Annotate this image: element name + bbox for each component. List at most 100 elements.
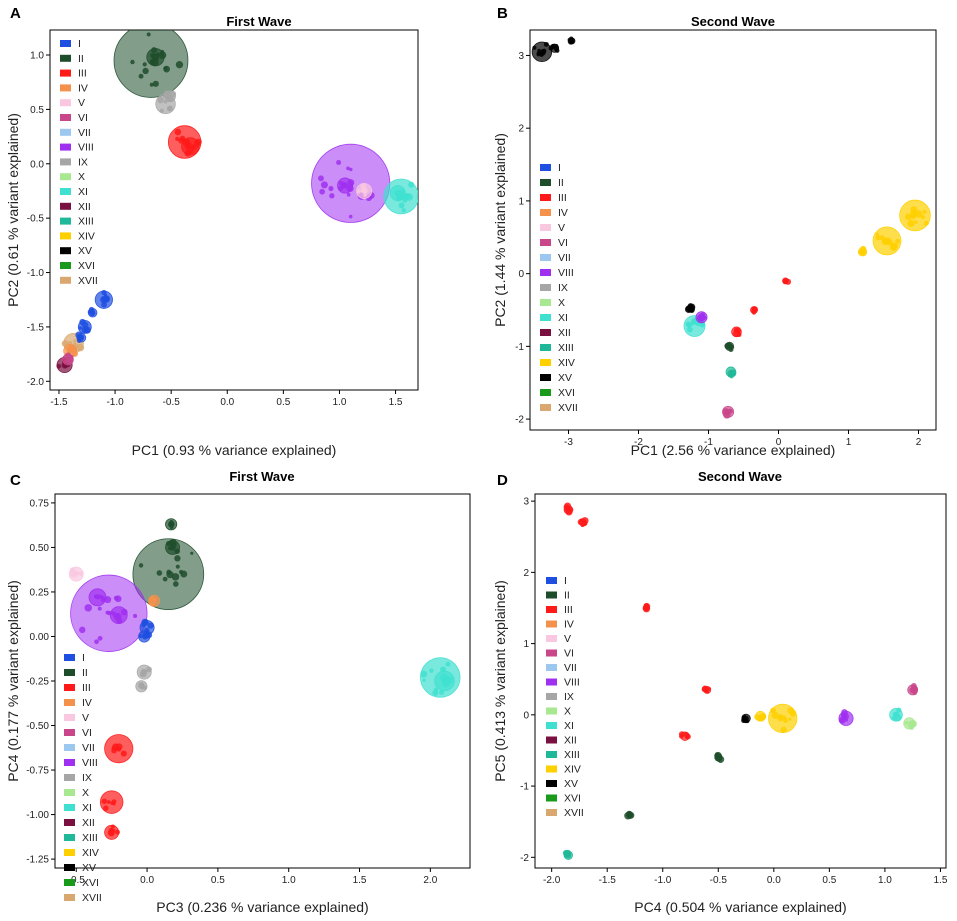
x-tick-label: -0.5 <box>163 397 181 408</box>
y-tick-label: -2 <box>520 853 529 864</box>
y-tick-label: 0 <box>518 269 524 280</box>
legend-swatch-vii <box>540 254 551 261</box>
legend-swatch-xii <box>546 736 557 744</box>
legend-swatch-viii <box>64 759 75 766</box>
data-point-x <box>909 725 914 730</box>
chart-title: First Wave <box>226 14 291 29</box>
legend-label: IX <box>78 156 88 168</box>
data-point-ii <box>138 563 144 568</box>
data-point-iii <box>110 801 114 805</box>
x-axis-label: PC3 (0.236 % variance explained) <box>156 899 368 915</box>
data-point-xv <box>532 45 537 50</box>
legend-label: X <box>564 706 571 718</box>
legend-swatch-xii <box>60 202 71 210</box>
x-tick-label: -2.0 <box>543 875 561 886</box>
y-tick-label: -0.25 <box>26 677 49 688</box>
legend-swatch-iii <box>546 606 557 613</box>
legend-label: II <box>558 177 564 189</box>
data-point-ii <box>170 521 174 526</box>
data-point-viii <box>97 606 102 611</box>
chart-title: Second Wave <box>698 469 782 484</box>
y-tick-label: 0 <box>523 710 529 721</box>
legend-label: IV <box>558 207 568 219</box>
legend-label: XVI <box>558 387 575 399</box>
panel-letter: C <box>10 472 21 489</box>
y-tick-label: 0.75 <box>30 498 50 509</box>
x-tick-label: -1.5 <box>50 397 68 408</box>
legend-swatch-iv <box>64 699 75 706</box>
data-point-ii <box>169 539 177 547</box>
data-point-xi <box>398 202 405 209</box>
legend-label: V <box>564 633 571 645</box>
legend: IIIIIIIVVVIVIIVIIIIXXXIXIIXIIIXIVXVXVIXV… <box>546 575 584 819</box>
legend-swatch-xvi <box>64 879 75 886</box>
data-point-viii <box>343 184 348 189</box>
data-point-xiv <box>886 239 893 246</box>
legend-label: II <box>78 53 84 65</box>
data-point-ix <box>167 96 172 101</box>
data-point-xiv <box>922 209 927 214</box>
x-tick-label: 1.5 <box>389 397 403 408</box>
data-point-xiv <box>859 249 864 254</box>
y-tick-label: -2 <box>515 415 524 426</box>
chart-title: First Wave <box>229 469 294 484</box>
data-point-ii <box>175 564 180 569</box>
data-point-ii <box>162 576 168 582</box>
data-point-i <box>84 328 89 332</box>
data-point-ii <box>166 570 174 579</box>
x-tick-label: -1 <box>704 437 713 448</box>
data-point-ii <box>163 65 170 73</box>
legend-label: I <box>82 652 85 664</box>
data-point-iii <box>581 520 588 527</box>
x-tick-label: 1.5 <box>353 875 367 886</box>
data-point-iii <box>186 146 195 154</box>
x-tick-label: 2 <box>916 437 922 448</box>
legend-label: X <box>82 787 89 799</box>
data-point-vi <box>63 359 68 364</box>
data-point-iii <box>193 140 201 148</box>
legend: IIIIIIIVVVIVIIVIIIIXXXIXIIXIIIXIVXVXVIXV… <box>540 162 578 414</box>
data-point-viii <box>338 185 344 191</box>
legend-swatch-vi <box>540 239 551 246</box>
data-point-ix <box>146 666 152 673</box>
data-point-viii <box>328 185 334 192</box>
legend-label: IV <box>564 619 574 631</box>
data-point-i <box>101 301 107 308</box>
legend-swatch-xiv <box>546 765 557 773</box>
legend: IIIIIIIVVVIVIIVIIIIXXXIXIIXIIIXIVXVXVIXV… <box>64 652 102 904</box>
y-tick-label: -0.50 <box>26 721 49 732</box>
x-tick-label: 1.5 <box>933 875 947 886</box>
legend-label: III <box>558 192 567 204</box>
data-point-iii <box>702 685 709 692</box>
data-point-ii <box>158 51 167 59</box>
legend-label: XVI <box>78 260 95 272</box>
data-point-iii <box>103 805 109 811</box>
data-point-ii <box>628 813 633 818</box>
legend-swatch-xvii <box>64 894 75 901</box>
data-point-viii <box>840 718 844 723</box>
legend-swatch-vi <box>60 114 71 121</box>
data-point-ii <box>174 555 181 562</box>
data-point-iii <box>101 798 108 805</box>
data-point-iii <box>643 606 649 612</box>
data-point-xv <box>550 43 556 49</box>
data-point-viii <box>844 718 849 722</box>
y-tick-label: -1.0 <box>27 268 45 279</box>
data-point-ix <box>159 108 164 113</box>
data-point-iii <box>707 687 712 691</box>
data-point-iii <box>115 743 123 751</box>
panel-d: D Second Wave -2.0 -1.5 -1.0 -0.5 0.0 0.5 1.0 1.5… <box>492 469 948 915</box>
legend-label: X <box>558 297 565 309</box>
legend-swatch-vi <box>546 649 557 657</box>
data-point-xv <box>687 303 696 311</box>
legend-label: XIII <box>564 749 580 761</box>
legend-swatch-ix <box>546 693 557 700</box>
y-tick-label: 2 <box>518 124 524 135</box>
y-tick-label: -1.00 <box>26 810 49 821</box>
legend-label: XVII <box>558 402 578 414</box>
legend-label: XVI <box>82 877 99 889</box>
x-tick-label: 0.0 <box>767 875 781 886</box>
data-point-ii <box>175 61 184 69</box>
data-point-i <box>78 334 84 340</box>
y-tick-label: 1 <box>523 639 529 650</box>
